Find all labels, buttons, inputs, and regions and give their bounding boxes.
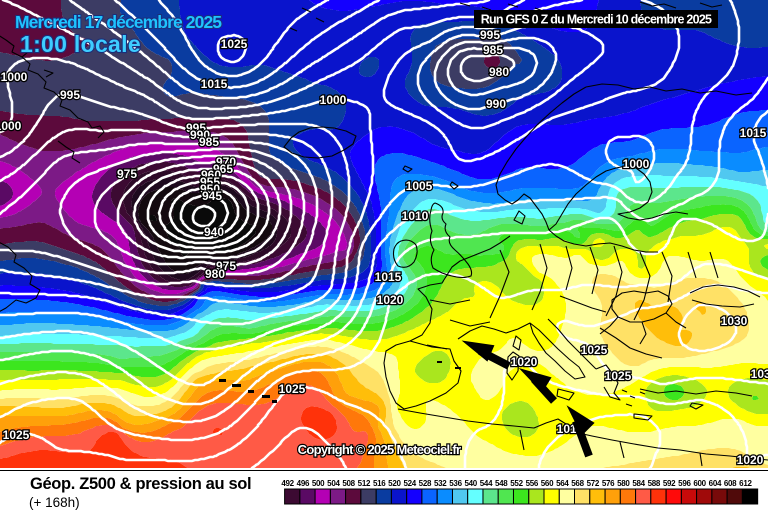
svg-text:995: 995: [186, 121, 206, 135]
svg-text:1020: 1020: [511, 355, 538, 369]
svg-text:1010: 1010: [402, 209, 429, 223]
svg-text:1000: 1000: [320, 93, 347, 107]
svg-text:584: 584: [632, 479, 645, 488]
svg-text:528: 528: [419, 479, 432, 488]
svg-text:1025: 1025: [221, 37, 248, 51]
svg-text:Géop. Z500 & pression au sol: Géop. Z500 & pression au sol: [30, 475, 251, 493]
svg-text:496: 496: [297, 479, 310, 488]
svg-text:1025: 1025: [605, 369, 632, 383]
svg-text:592: 592: [663, 479, 676, 488]
svg-text:1025: 1025: [581, 343, 608, 357]
svg-text:995: 995: [60, 88, 80, 102]
svg-text:1020: 1020: [377, 293, 404, 307]
svg-text:990: 990: [190, 128, 210, 142]
svg-text:980: 980: [489, 65, 509, 79]
svg-text:985: 985: [199, 135, 219, 149]
svg-text:1000: 1000: [0, 119, 22, 133]
svg-text:Copyright © 2025 Meteociel.fr: Copyright © 2025 Meteociel.fr: [298, 442, 461, 457]
svg-text:965: 965: [213, 162, 233, 176]
svg-text:552: 552: [510, 479, 523, 488]
svg-text:985: 985: [483, 43, 503, 57]
svg-text:960: 960: [201, 168, 221, 182]
svg-text:940: 940: [204, 225, 224, 239]
svg-text:516: 516: [373, 479, 386, 488]
svg-text:508: 508: [342, 479, 355, 488]
svg-text:612: 612: [739, 479, 752, 488]
svg-text:524: 524: [403, 479, 416, 488]
svg-text:544: 544: [480, 479, 493, 488]
svg-text:568: 568: [571, 479, 584, 488]
svg-text:1025: 1025: [279, 382, 306, 396]
svg-text:492: 492: [281, 479, 294, 488]
svg-text:596: 596: [678, 479, 691, 488]
svg-text:1025: 1025: [3, 428, 30, 442]
svg-text:995: 995: [480, 28, 500, 42]
svg-text:945: 945: [202, 189, 222, 203]
svg-text:1000: 1000: [623, 157, 650, 171]
svg-text:1030: 1030: [721, 314, 748, 328]
svg-text:500: 500: [312, 479, 325, 488]
svg-text:1015: 1015: [740, 126, 767, 140]
svg-text:980: 980: [205, 267, 225, 281]
svg-text:512: 512: [358, 479, 371, 488]
svg-text:970: 970: [216, 155, 236, 169]
svg-text:556: 556: [526, 479, 539, 488]
svg-text:990: 990: [486, 97, 506, 111]
svg-text:560: 560: [541, 479, 554, 488]
svg-text:548: 548: [495, 479, 508, 488]
svg-text:564: 564: [556, 479, 569, 488]
svg-text:975: 975: [216, 259, 236, 273]
svg-text:608: 608: [724, 479, 737, 488]
svg-text:1005: 1005: [406, 179, 433, 193]
svg-text:1020: 1020: [737, 453, 764, 467]
svg-text:576: 576: [602, 479, 615, 488]
svg-text:532: 532: [434, 479, 447, 488]
svg-text:1015: 1015: [375, 270, 402, 284]
svg-text:1015: 1015: [201, 77, 228, 91]
svg-text:572: 572: [587, 479, 600, 488]
svg-text:Run GFS 0 Z du Mercredi 10 déc: Run GFS 0 Z du Mercredi 10 décembre 2025: [481, 13, 712, 27]
svg-text:536: 536: [449, 479, 462, 488]
svg-text:955: 955: [200, 175, 220, 189]
svg-text:588: 588: [648, 479, 661, 488]
svg-text:1030: 1030: [751, 367, 768, 381]
svg-text:975: 975: [117, 167, 137, 181]
svg-text:600: 600: [693, 479, 706, 488]
svg-text:520: 520: [388, 479, 401, 488]
svg-text:604: 604: [709, 479, 722, 488]
svg-text:Mercredi 17 décembre 2025: Mercredi 17 décembre 2025: [15, 12, 222, 32]
svg-text:1:00 locale: 1:00 locale: [20, 31, 141, 57]
svg-text:(+ 168h): (+ 168h): [29, 495, 80, 510]
svg-text:504: 504: [327, 479, 340, 488]
svg-text:950: 950: [200, 182, 220, 196]
svg-text:580: 580: [617, 479, 630, 488]
svg-text:540: 540: [464, 479, 477, 488]
svg-text:1000: 1000: [1, 70, 28, 84]
